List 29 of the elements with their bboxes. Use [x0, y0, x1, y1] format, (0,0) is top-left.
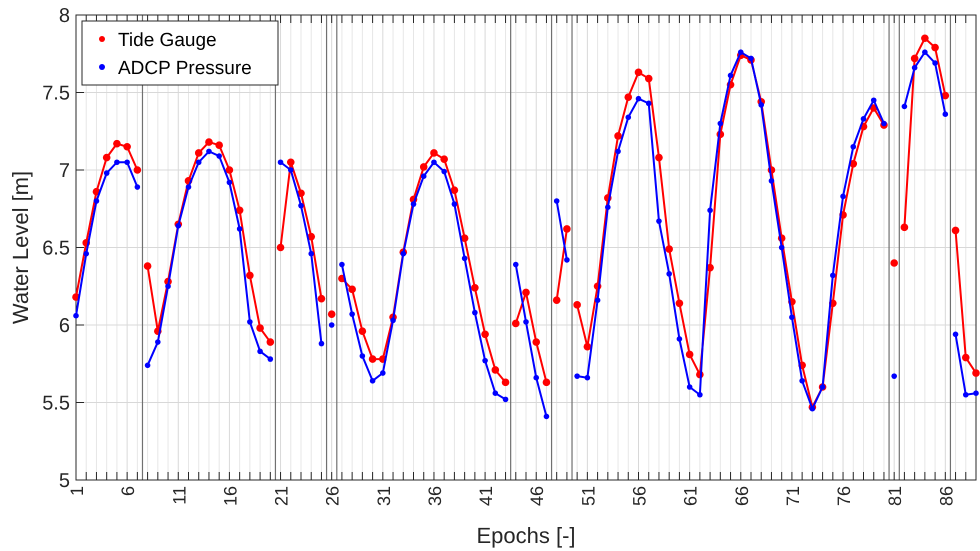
x-tick-label: 16	[220, 486, 240, 506]
x-tick-label: 21	[272, 486, 292, 506]
x-tick-label: 61	[680, 486, 701, 506]
x-axis-title: Epochs [-]	[476, 523, 576, 548]
x-tick-label: 1	[67, 486, 87, 496]
y-tick-label: 5.5	[42, 392, 70, 414]
legend-label: Tide Gauge	[118, 30, 217, 51]
x-tick-label: 36	[424, 486, 445, 506]
x-tick-label: 71	[782, 486, 803, 506]
x-tick-label: 6	[118, 486, 138, 496]
y-axis-title: Water Level [m]	[8, 170, 33, 324]
y-tick-label: 5	[58, 470, 70, 492]
y-tick-label: 6	[58, 315, 70, 337]
y-tick-label: 6.5	[42, 238, 70, 260]
x-tick-label: 11	[169, 486, 190, 505]
x-tick-label: 76	[834, 486, 854, 506]
y-tick-label: 7.5	[42, 82, 70, 104]
x-tick-label: 81	[885, 486, 906, 506]
x-tick-label: 86	[936, 486, 956, 506]
legend-label: ADCP Pressure	[118, 58, 252, 79]
x-tick-label: 56	[630, 486, 650, 506]
x-tick-label: 46	[527, 486, 548, 506]
x-tick-label: 41	[476, 486, 496, 506]
x-tick-label: 66	[732, 486, 752, 506]
x-tick-label: 51	[578, 486, 598, 506]
y-tick-label: 7	[58, 160, 70, 182]
x-tick-label: 31	[374, 486, 394, 506]
x-tick-label: 26	[322, 486, 343, 506]
y-tick-label: 8	[58, 5, 70, 27]
